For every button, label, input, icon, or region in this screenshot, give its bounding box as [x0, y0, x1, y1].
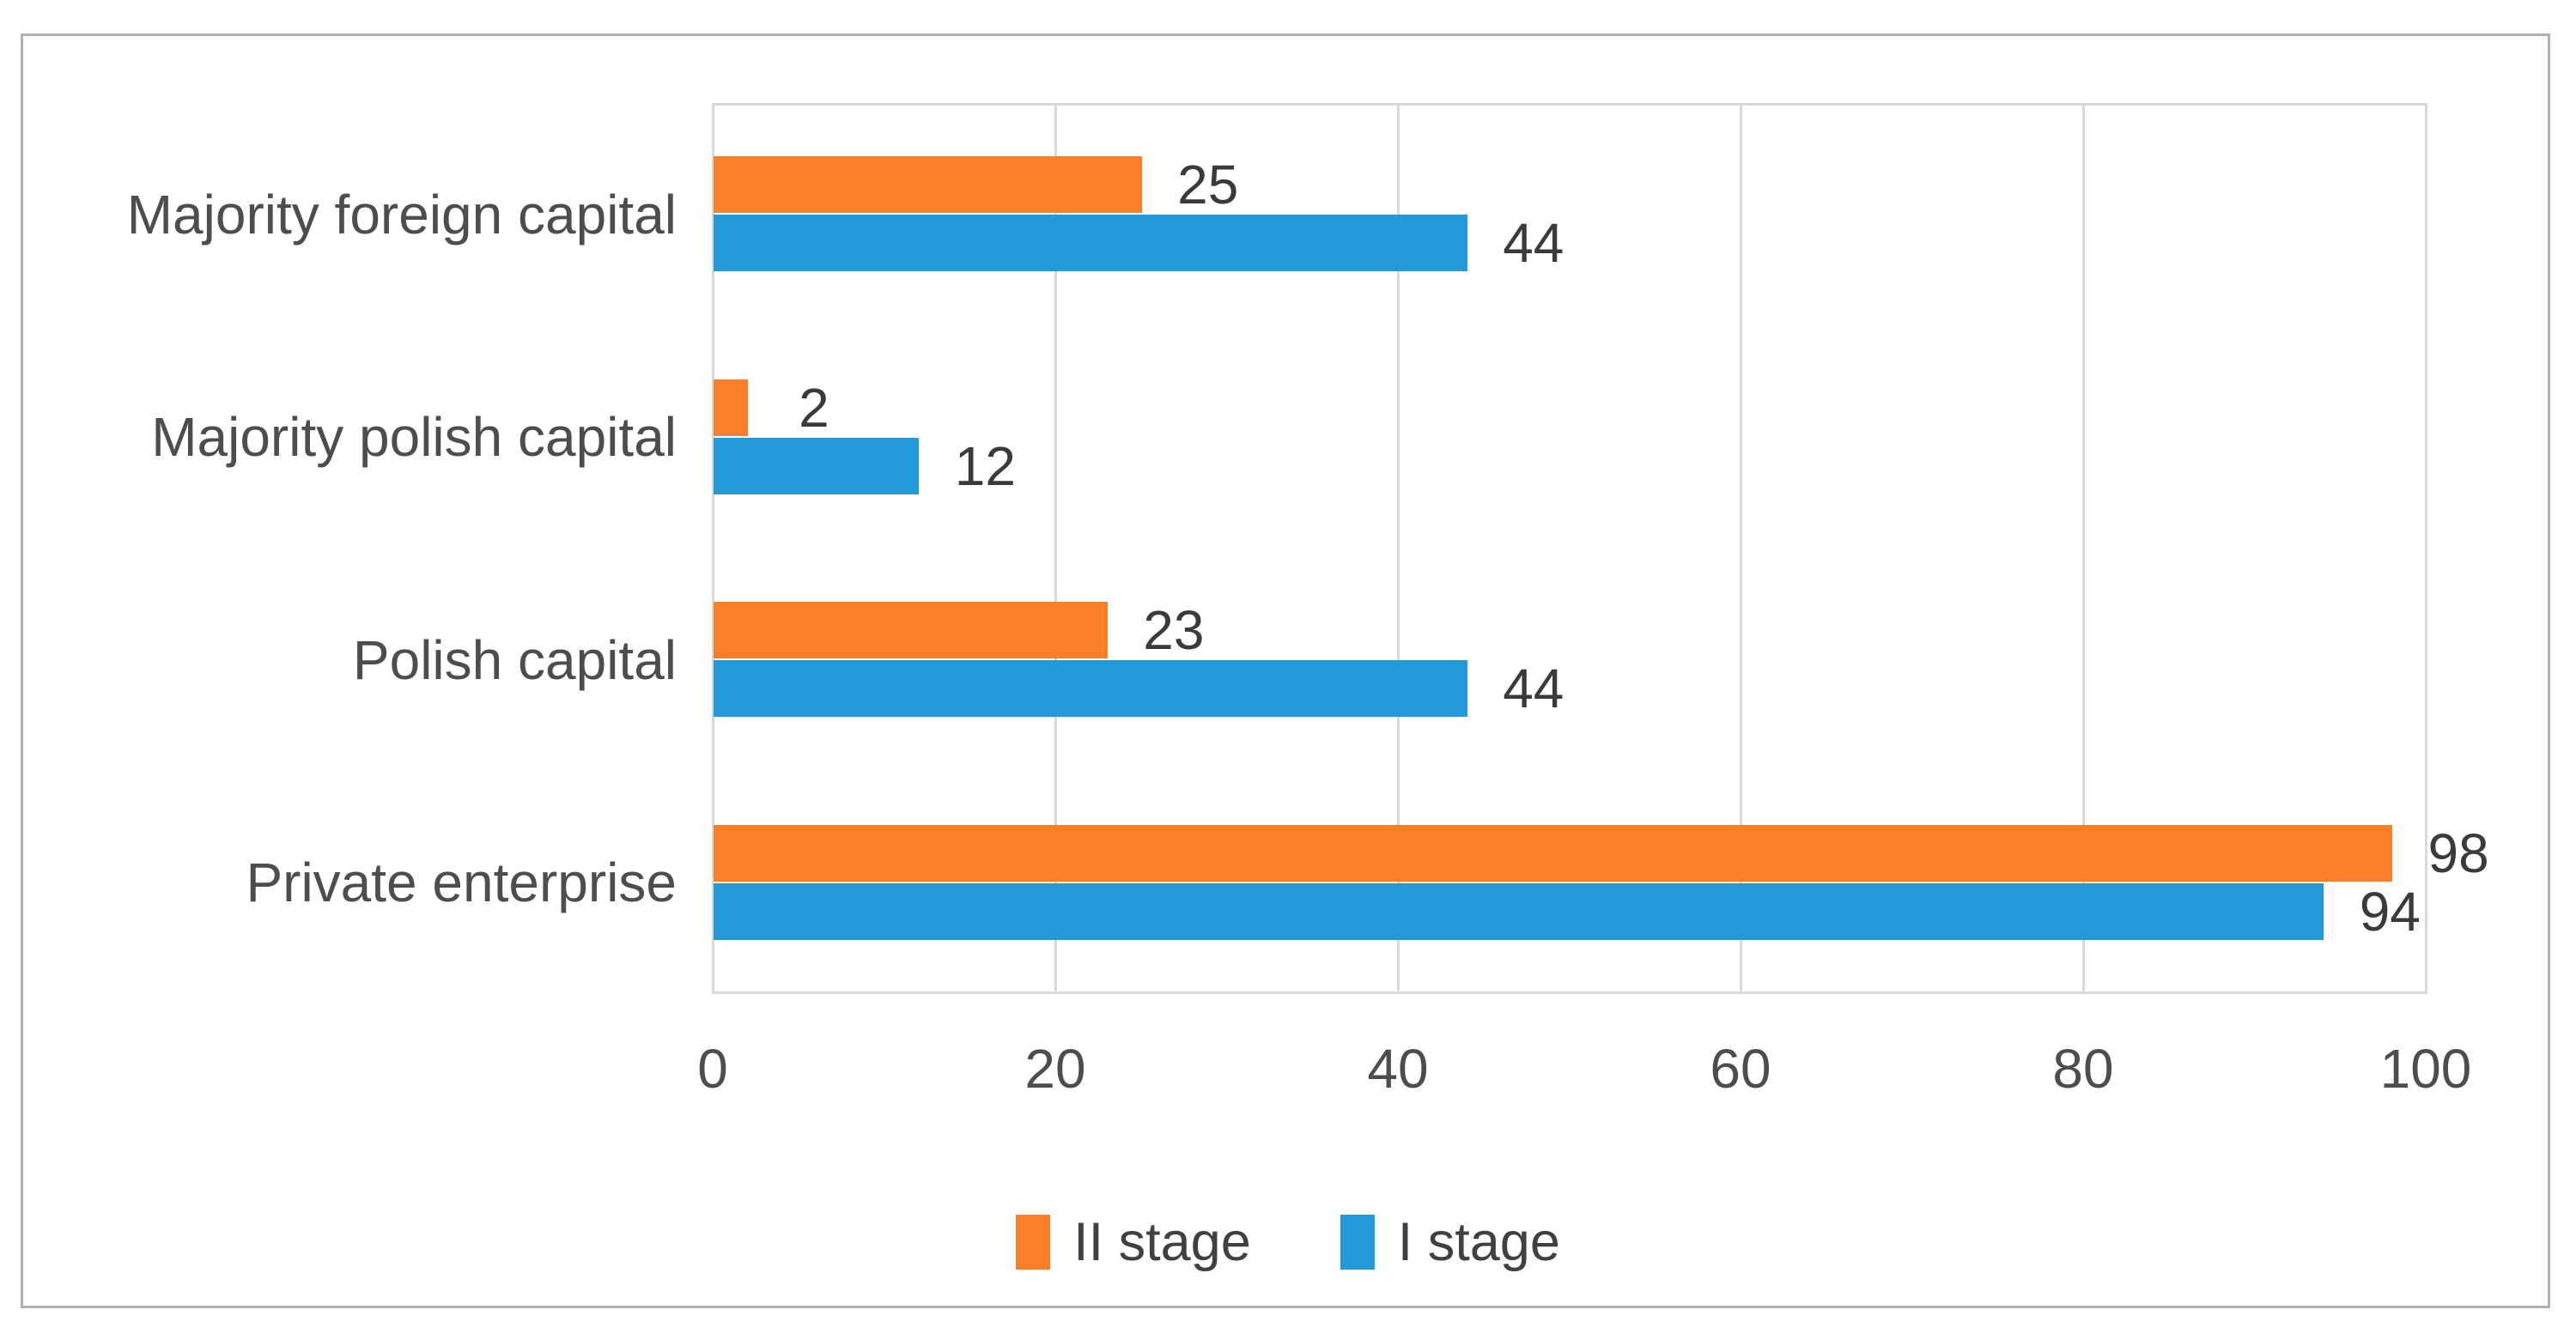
data-label-ii-stage-2: 23 [1143, 599, 1205, 661]
gridline-x-0 [711, 103, 714, 994]
data-label-i-stage-0: 44 [1503, 212, 1564, 274]
category-label-2: Polish capital [352, 628, 677, 691]
tick-label-20: 20 [1024, 1038, 1086, 1100]
bar-i-stage-0 [714, 215, 1467, 271]
bar-i-stage-2 [714, 660, 1467, 717]
bar-i-stage-3 [714, 882, 2324, 940]
bar-ii-stage-2 [714, 602, 1108, 658]
category-label-3: Private enterprise [246, 852, 677, 914]
gridline-x-40 [1396, 103, 1400, 994]
legend-label-i-stage: I stage [1397, 1212, 1560, 1272]
tick-label-60: 60 [1710, 1038, 1771, 1100]
category-label-1: Majority polish capital [151, 406, 677, 469]
data-label-ii-stage-3: 98 [2427, 822, 2489, 884]
category-label-0: Majority foreign capital [126, 183, 677, 246]
tick-label-80: 80 [2052, 1038, 2114, 1100]
legend-swatch-ii-stage [1016, 1215, 1051, 1270]
legend-swatch-i-stage [1340, 1215, 1375, 1270]
legend-entry-i-stage: I stage [1340, 1211, 1560, 1273]
gridline-x-80 [2081, 103, 2085, 994]
bar-i-stage-1 [714, 437, 920, 494]
data-label-ii-stage-0: 25 [1177, 154, 1239, 215]
legend-label-ii-stage: II stage [1073, 1212, 1251, 1272]
legend-entry-ii-stage: II stage [1016, 1211, 1251, 1273]
tick-label-0: 0 [697, 1038, 728, 1100]
data-label-i-stage-3: 94 [2359, 880, 2421, 943]
bar-ii-stage-1 [714, 379, 748, 436]
data-label-ii-stage-1: 2 [799, 376, 829, 439]
tick-label-40: 40 [1367, 1038, 1429, 1100]
gridline-x-60 [1739, 103, 1742, 994]
tick-label-100: 100 [2379, 1038, 2472, 1100]
legend: II stage I stage [0, 1205, 2576, 1279]
bar-ii-stage-0 [714, 156, 1142, 213]
data-label-i-stage-1: 12 [954, 434, 1016, 497]
gridline-x-100 [2424, 103, 2427, 994]
data-label-i-stage-2: 44 [1503, 658, 1564, 719]
plot-area [713, 103, 2426, 994]
bar-ii-stage-3 [714, 824, 2393, 882]
gridline-x-20 [1054, 103, 1057, 994]
